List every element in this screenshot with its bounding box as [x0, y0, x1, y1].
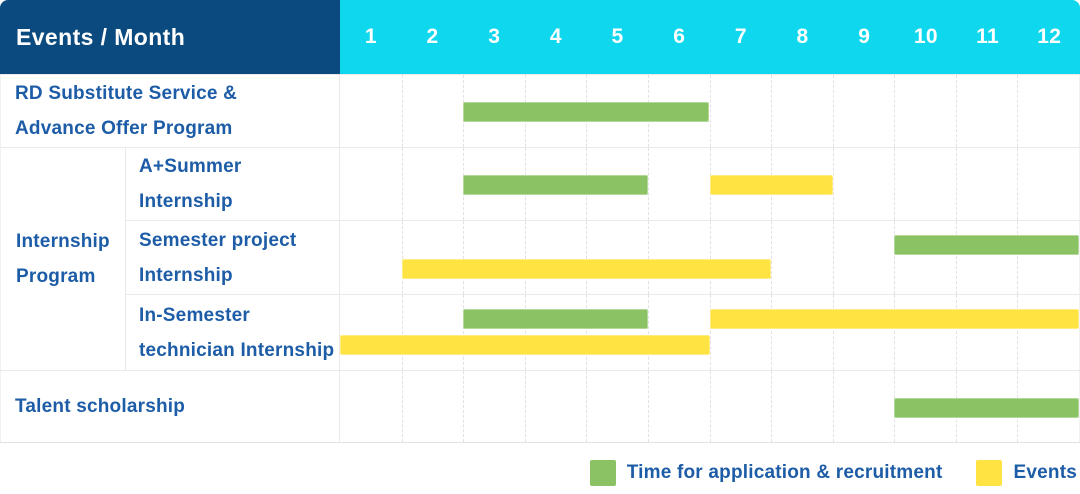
legend-item-events: Events	[976, 460, 1077, 486]
month-gridline	[955, 221, 957, 294]
month-header-cell-7: 7	[734, 25, 747, 48]
month-header-cell-1: 1	[364, 25, 377, 48]
gantt-bar-event	[709, 175, 833, 195]
month-gridline	[524, 221, 526, 294]
month-header-cell-12: 12	[1037, 25, 1062, 48]
month-gridline	[524, 371, 526, 442]
month-gridline	[463, 371, 465, 442]
legend-label-application: Time for application & recruitment	[626, 462, 943, 483]
legend: Time for application & recruitment Event…	[0, 460, 1080, 486]
month-gridline	[709, 295, 711, 370]
row-timeline	[340, 147, 1080, 220]
month-gridline	[586, 371, 588, 442]
month-gridline	[894, 221, 896, 294]
month-header-cell-2: 2	[426, 25, 439, 48]
month-gridline	[586, 221, 588, 294]
row-timeline	[340, 370, 1080, 442]
gantt-bar-event	[709, 309, 1079, 329]
month-gridline	[832, 221, 834, 294]
month-gridline	[709, 221, 711, 294]
month-gridline	[955, 295, 957, 370]
row-label-talent-scholarship: Talent scholarship	[15, 396, 186, 417]
month-gridline	[463, 295, 465, 370]
row-label-rd-substitute-service-advance-offer-program: RD Substitute Service & Advance Offer Pro…	[15, 83, 238, 139]
gantt-bar-application	[463, 309, 648, 329]
group-column-spacer	[1, 220, 125, 294]
month-gridline	[1017, 148, 1019, 220]
row-timeline	[340, 294, 1080, 370]
row-label-cell: Semester project Internship	[0, 220, 340, 294]
row-label-semester-project-internship: Semester project Internship	[125, 220, 339, 294]
month-gridline	[401, 221, 403, 294]
gantt-row-rd-substitute-service: RD Substitute Service & Advance Offer Pro…	[0, 74, 1080, 147]
events-month-header: Events / Month	[0, 0, 340, 74]
gantt-bar-application	[463, 175, 648, 195]
month-gridline	[894, 75, 896, 147]
month-gridline	[894, 295, 896, 370]
month-header-cell-6: 6	[673, 25, 686, 48]
month-gridline	[647, 221, 649, 294]
month-header-cell-3: 3	[488, 25, 501, 48]
month-gridline	[832, 75, 834, 147]
month-gridline	[401, 75, 403, 147]
month-header-cell-11: 11	[976, 25, 999, 48]
month-gridline	[647, 371, 649, 442]
month-gridline	[709, 75, 711, 147]
month-gridline	[401, 148, 403, 220]
row-label-cell: In-Semester technician Internship	[0, 294, 340, 370]
gantt-row-a-summer: A+Summer Internship	[0, 147, 1080, 220]
month-gridline	[771, 221, 773, 294]
gantt-bar-event	[340, 335, 710, 355]
group-column-spacer	[1, 147, 125, 220]
gantt-row-talent-scholarship: Talent scholarship	[0, 370, 1080, 442]
month-gridline	[771, 75, 773, 147]
month-gridline	[1017, 295, 1019, 370]
month-gridline	[401, 371, 403, 442]
month-gridline	[586, 295, 588, 370]
month-gridline	[524, 295, 526, 370]
application-green-swatch	[589, 460, 616, 486]
month-gridline	[832, 371, 834, 442]
gantt-row-semester-project: Semester project Internship	[0, 220, 1080, 294]
table-header-row: Events / Month 1 2 3 4 5 6 7 8 9 10 11 12	[0, 0, 1080, 74]
month-header-cell-4: 4	[549, 25, 562, 48]
gantt-rows: RD Substitute Service & Advance Offer Pro…	[0, 74, 1080, 443]
gantt-bar-application	[894, 397, 1079, 418]
events-yellow-swatch	[976, 460, 1003, 486]
row-label-a-summer-internship: A+Summer Internship	[125, 147, 339, 220]
month-gridline	[771, 371, 773, 442]
month-gridline	[832, 148, 834, 220]
month-gridline	[401, 295, 403, 370]
month-header-cell-8: 8	[796, 25, 809, 48]
group-column-spacer	[1, 294, 125, 370]
gantt-bar-event	[401, 259, 772, 279]
month-gridline	[463, 221, 465, 294]
month-gridline	[647, 148, 649, 220]
month-gridline	[1017, 75, 1019, 147]
month-gridline	[894, 148, 896, 220]
legend-item-application: Time for application & recruitment	[589, 460, 943, 486]
month-gridline	[1017, 221, 1019, 294]
month-header-cell-10: 10	[913, 25, 938, 48]
row-label-cell: Talent scholarship	[0, 370, 340, 442]
month-gridline	[832, 295, 834, 370]
gantt-bar-application	[894, 235, 1079, 255]
row-label-in-semester-technician-internship: In-Semester technician Internship	[125, 294, 339, 370]
row-label-cell: RD Substitute Service & Advance Offer Pro…	[0, 74, 340, 147]
gantt-row-in-semester: In-Semester technician Internship	[0, 294, 1080, 370]
legend-label-events: Events	[1013, 462, 1077, 483]
month-gridline	[771, 295, 773, 370]
row-timeline	[340, 220, 1080, 294]
row-label-cell: A+Summer Internship	[0, 147, 340, 220]
month-gridline	[955, 75, 957, 147]
month-gridline	[709, 371, 711, 442]
month-header: 1 2 3 4 5 6 7 8 9 10 11 12	[340, 0, 1080, 74]
gantt-bar-application	[463, 102, 710, 122]
month-gridline	[647, 295, 649, 370]
month-header-cell-9: 9	[858, 25, 871, 48]
month-gridline	[955, 148, 957, 220]
row-timeline	[340, 74, 1080, 147]
month-header-cell-5: 5	[611, 25, 624, 48]
